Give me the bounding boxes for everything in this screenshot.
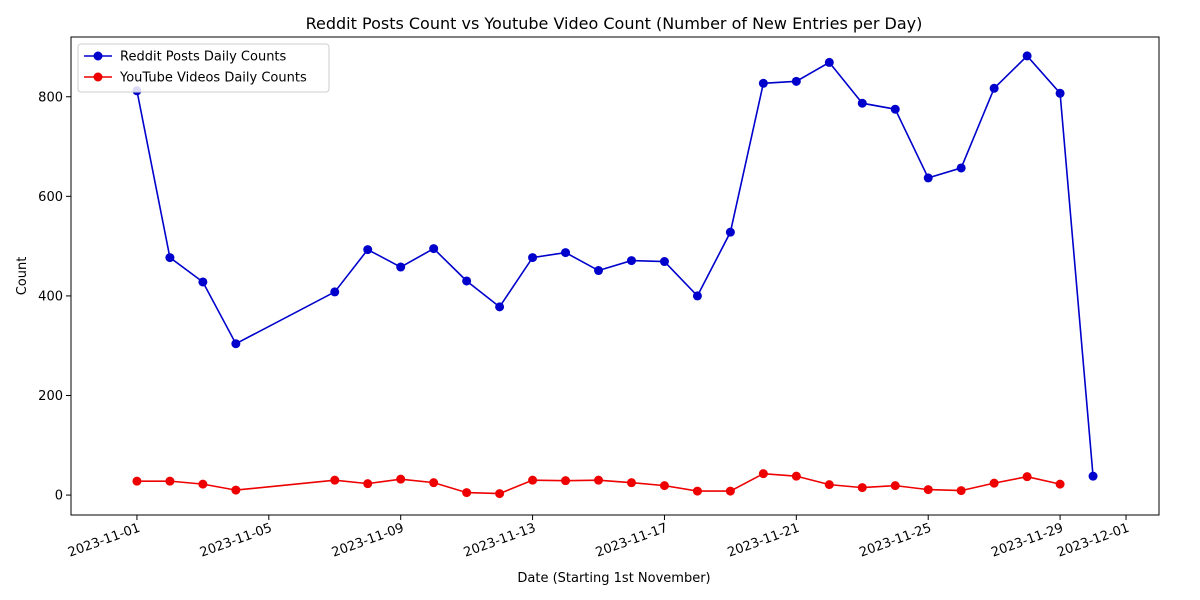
x-tick-label: 2023-12-01: [1055, 521, 1131, 561]
data-point: [890, 104, 900, 114]
data-point: [363, 245, 373, 255]
data-point: [495, 302, 505, 312]
data-point: [198, 277, 208, 287]
series-layer: [132, 51, 1098, 499]
data-point: [231, 485, 241, 495]
data-point: [791, 471, 801, 481]
data-point: [824, 480, 834, 490]
chart-title: Reddit Posts Count vs Youtube Video Coun…: [306, 14, 923, 33]
legend: Reddit Posts Daily Counts YouTube Videos …: [77, 43, 330, 93]
data-point: [659, 481, 669, 491]
data-point: [231, 339, 241, 349]
data-point: [330, 287, 340, 297]
data-point: [429, 244, 439, 254]
x-axis: 2023-11-01 2023-11-05 2023-11-09 2023-11-13…: [66, 515, 1131, 561]
data-point: [1022, 472, 1032, 482]
data-point: [165, 253, 175, 263]
data-point: [725, 227, 735, 237]
data-point: [396, 474, 406, 484]
data-point: [429, 478, 439, 488]
data-point: [692, 486, 702, 496]
data-point: [561, 476, 571, 486]
data-point: [956, 163, 966, 173]
data-point: [758, 78, 768, 88]
data-point: [528, 253, 538, 263]
plot-frame: [70, 36, 1160, 516]
data-point: [363, 479, 373, 489]
data-point: [956, 486, 966, 496]
data-point: [198, 479, 208, 489]
x-tick-label: 2023-11-21: [726, 521, 802, 561]
y-tick-label: 600: [38, 190, 63, 205]
legend-swatch-marker: [93, 72, 103, 82]
y-tick-label: 800: [38, 90, 63, 105]
legend-entry: Reddit Posts Daily Counts: [120, 50, 287, 65]
data-point: [1055, 88, 1065, 98]
x-axis-label: Date (Starting 1st November): [517, 571, 710, 586]
data-point: [495, 489, 505, 499]
y-tick-label: 400: [38, 289, 63, 304]
data-point: [165, 476, 175, 486]
data-point: [132, 476, 142, 486]
y-axis: 0 200 400 600 800: [38, 90, 71, 504]
data-point: [890, 481, 900, 491]
x-tick-label: 2023-11-09: [330, 521, 406, 561]
series-1: [132, 469, 1065, 499]
series-0: [132, 51, 1098, 481]
data-point: [1022, 51, 1032, 61]
x-tick-label: 2023-11-05: [198, 521, 274, 561]
data-point: [330, 475, 340, 485]
data-point: [989, 83, 999, 93]
legend-entry: YouTube Videos Daily Counts: [119, 71, 307, 86]
data-point: [396, 262, 406, 272]
x-tick-label: 2023-11-25: [857, 521, 933, 561]
x-tick-label: 2023-11-01: [66, 521, 142, 561]
data-point: [659, 257, 669, 267]
data-point: [857, 483, 867, 493]
data-point: [594, 266, 604, 276]
data-point: [725, 486, 735, 496]
data-point: [462, 488, 472, 498]
series-line: [136, 54, 1094, 477]
data-point: [561, 248, 571, 258]
data-point: [923, 485, 933, 495]
legend-swatch-marker: [93, 51, 103, 61]
x-tick-label: 2023-11-17: [594, 521, 670, 561]
data-point: [758, 469, 768, 479]
y-tick-label: 0: [55, 489, 63, 504]
data-point: [857, 98, 867, 108]
data-point: [462, 276, 472, 286]
data-point: [923, 173, 933, 183]
y-tick-label: 200: [38, 389, 63, 404]
data-point: [1055, 479, 1065, 489]
data-point: [626, 256, 636, 266]
x-tick-label: 2023-11-29: [989, 521, 1065, 561]
data-point: [791, 76, 801, 86]
data-point: [1088, 471, 1098, 481]
data-point: [528, 475, 538, 485]
data-point: [594, 475, 604, 485]
data-point: [989, 478, 999, 488]
data-point: [626, 478, 636, 488]
y-axis-label: Count: [15, 257, 30, 296]
x-tick-label: 2023-11-13: [462, 521, 538, 561]
data-point: [692, 291, 702, 301]
data-point: [824, 57, 834, 67]
